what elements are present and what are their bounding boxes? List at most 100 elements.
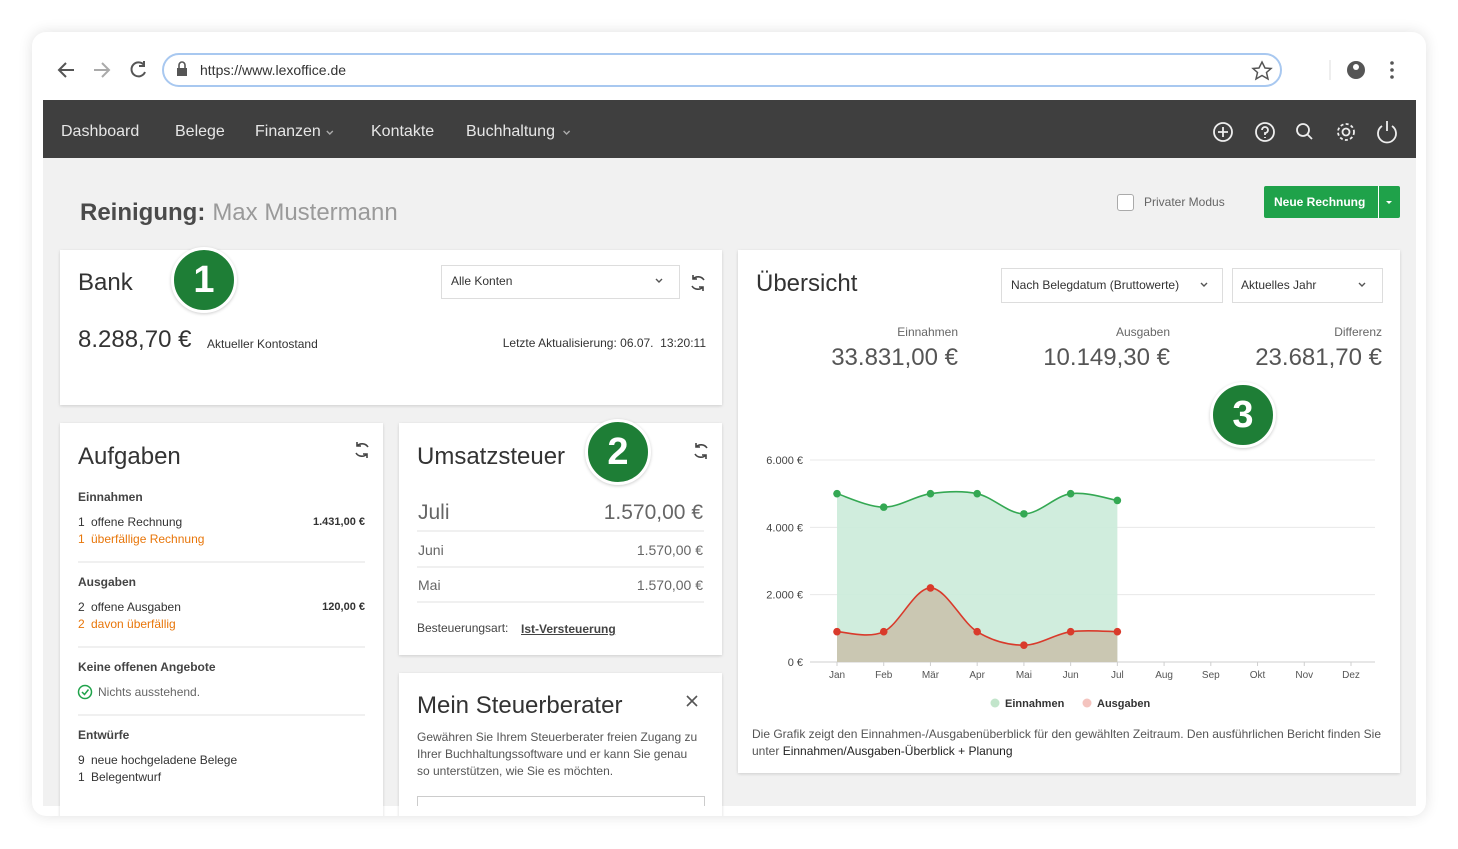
x-tick-label: Dez <box>1342 670 1360 681</box>
point <box>1020 641 1028 649</box>
task-count: 1 <box>78 515 85 529</box>
bookmark-star[interactable] <box>1251 60 1273 81</box>
vat-amount: 1.570,00 € <box>636 577 703 593</box>
reload-button[interactable] <box>130 61 146 78</box>
note-text: Die Grafik zeigt den Einnahmen-/Ausgaben… <box>752 727 1382 758</box>
new-invoice-label[interactable]: Neue Rechnung <box>1274 195 1366 209</box>
taxation-link[interactable]: Ist-Versteuerung <box>521 622 616 636</box>
nav-item[interactable]: Buchhaltung <box>466 123 555 140</box>
card-title: Umsatzsteuer <box>417 443 566 470</box>
x-tick-label: Apr <box>969 670 985 681</box>
search-button[interactable] <box>1296 123 1313 140</box>
check-icon <box>77 684 93 700</box>
check-icon <box>81 689 90 696</box>
menu-icon[interactable] <box>1390 61 1394 79</box>
task-count: 9 <box>78 753 85 767</box>
advisor-text: Gewähren Sie Ihrem Steuerberater freien … <box>417 730 698 778</box>
task-text[interactable]: überfällige Rechnung <box>91 532 205 546</box>
caret-icon <box>326 130 334 135</box>
balance-label: Aktueller Kontostand <box>207 337 318 351</box>
point <box>973 489 981 498</box>
y-tick-label: 0 € <box>788 657 803 669</box>
advisor-input[interactable] <box>417 796 705 806</box>
task-count: 1 <box>78 770 85 784</box>
legend-swatch <box>1082 698 1092 708</box>
chart: 0 € 2.000 € 4.000 € 6.000 € Jan Feb Mär Apr Mai J… <box>77 130 1392 716</box>
chart-note: Die Grafik zeigt den Einnahmen-/Ausgaben… <box>752 726 1382 760</box>
nav-icons <box>1213 121 1397 144</box>
page-title: Reinigung: Max Mustermann <box>80 198 398 228</box>
card-title: Mein Steuerberater <box>417 692 623 719</box>
point <box>879 503 888 511</box>
close-button <box>686 695 698 707</box>
vat-month: Mai <box>418 577 441 593</box>
settings-button[interactable] <box>1337 123 1355 141</box>
x-tick-label: Okt <box>1250 670 1266 681</box>
point <box>879 627 888 636</box>
point <box>1066 489 1075 498</box>
kpi-label: Einnahmen <box>897 325 958 339</box>
task-text[interactable]: davon überfällig <box>91 617 176 631</box>
card-title: Bank <box>78 269 133 296</box>
y-tick-label: 6.000 € <box>766 455 803 467</box>
task-count: 1 <box>78 532 85 546</box>
period-select[interactable] <box>1232 268 1383 303</box>
section-heading: Ausgaben <box>78 575 137 589</box>
advisor-card <box>399 673 722 816</box>
point <box>1113 627 1122 636</box>
step-badge: 3 <box>1210 382 1276 448</box>
x-tick-label: Jan <box>829 670 845 681</box>
point <box>833 627 841 636</box>
point <box>973 627 981 636</box>
address-bar[interactable] <box>162 53 1282 87</box>
button-divider <box>1378 186 1379 218</box>
profile-icon <box>1353 64 1359 70</box>
select-value: Alle Konten <box>451 274 513 288</box>
task-amount: 120,00 € <box>322 601 365 613</box>
vat-month: Juli <box>418 501 450 524</box>
new-invoice-button[interactable] <box>1264 186 1400 218</box>
x-tick-label: Feb <box>875 670 893 681</box>
point <box>926 584 935 592</box>
basis-select[interactable] <box>1001 268 1223 303</box>
refresh-button <box>355 442 369 458</box>
help-button[interactable] <box>1255 122 1275 142</box>
nav-item[interactable]: Kontakte <box>371 123 435 140</box>
nav-item[interactable]: Belege <box>175 123 225 140</box>
task-text: Nichts ausstehend. <box>98 685 201 699</box>
task-count: 2 <box>78 617 85 631</box>
section-heading: Entwürfe <box>78 728 130 742</box>
task-text: Belegentwurf <box>91 770 162 784</box>
area <box>837 587 1118 662</box>
x-tick-label: Jul <box>1111 670 1124 681</box>
caret-icon <box>1200 282 1208 287</box>
back-button[interactable] <box>57 62 74 78</box>
kpi-value: 33.831,00 € <box>831 344 958 371</box>
note-link[interactable]: Einnahmen/Ausgaben-Überblick + Planung <box>782 744 1013 758</box>
step-badge: 1 <box>171 247 237 313</box>
legend-label: Einnahmen <box>1005 698 1065 710</box>
point <box>1066 627 1075 636</box>
nav-item[interactable]: Finanzen <box>255 123 321 140</box>
nav-item[interactable]: Dashboard <box>61 123 140 140</box>
private-mode-checkbox[interactable] <box>1117 194 1134 211</box>
select-value: Nach Belegdatum (Bruttowerte) <box>1011 278 1180 292</box>
section-heading: Einnahmen <box>78 490 143 504</box>
step-badge: 2 <box>585 419 651 485</box>
vat-amount: 1.570,00 € <box>603 501 703 524</box>
nav-bar <box>43 100 1416 158</box>
legend-label: Ausgaben <box>1097 698 1150 710</box>
browser-toolbar <box>57 53 1394 87</box>
add-button[interactable] <box>1213 122 1233 142</box>
caret-icon <box>655 278 663 283</box>
logout-button[interactable] <box>1377 121 1397 144</box>
x-tick-label: Nov <box>1295 670 1313 681</box>
select-value: Aktuelles Jahr <box>1241 278 1317 292</box>
title-label: Reinigung: <box>80 199 206 226</box>
vat-amount: 1.570,00 € <box>636 542 703 558</box>
forward-button[interactable] <box>94 62 111 78</box>
private-mode-label: Privater Modus <box>1144 195 1225 209</box>
point <box>926 489 935 498</box>
account-select[interactable] <box>441 265 680 299</box>
